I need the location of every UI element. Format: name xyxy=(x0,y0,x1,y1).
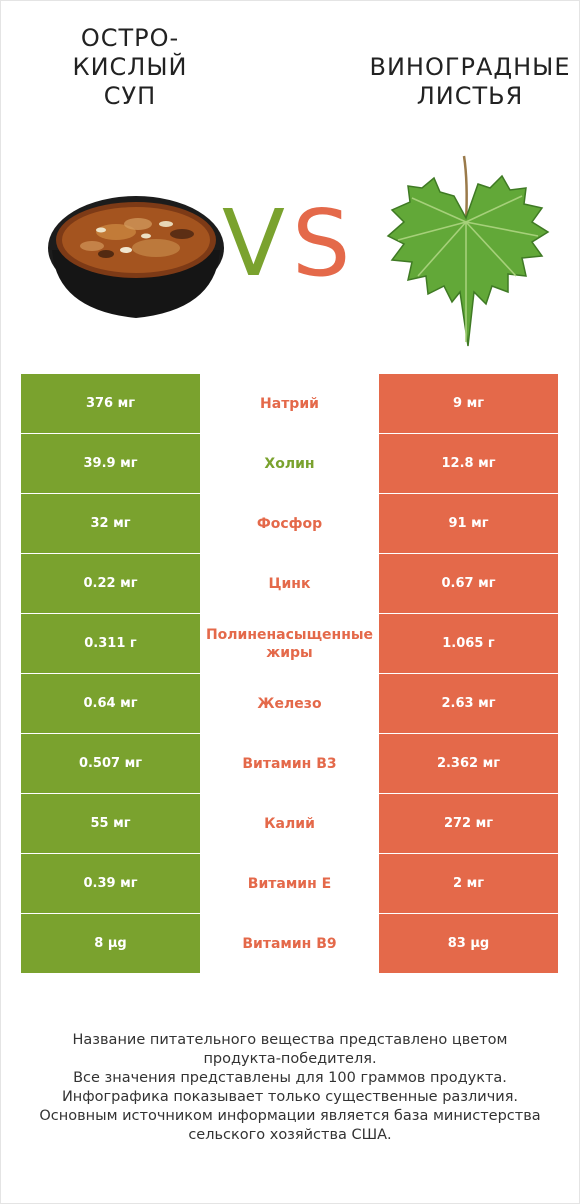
left-value: 39.9 мг xyxy=(21,434,200,493)
nutrient-label: Витамин B9 xyxy=(200,914,379,973)
table-row: 8 µg Витамин B9 83 µg xyxy=(21,914,558,973)
left-value: 0.507 мг xyxy=(21,734,200,793)
left-value: 55 мг xyxy=(21,794,200,853)
left-value: 0.64 мг xyxy=(21,674,200,733)
comparison-table: 376 мг Натрий 9 мг 39.9 мг Холин 12.8 мг… xyxy=(21,374,558,974)
left-value: 0.39 мг xyxy=(21,854,200,913)
right-product-title: ВИНОГРАДНЫЕ ЛИСТЬЯ xyxy=(369,53,571,110)
left-value: 0.22 мг xyxy=(21,554,200,613)
right-value: 2.362 мг xyxy=(379,734,558,793)
table-row: 0.39 мг Витамин E 2 мг xyxy=(21,854,558,913)
table-row: 55 мг Калий 272 мг xyxy=(21,794,558,853)
nutrient-label: Натрий xyxy=(200,374,379,433)
table-row: 376 мг Натрий 9 мг xyxy=(21,374,558,433)
right-value: 0.67 мг xyxy=(379,554,558,613)
nutrient-label: Полиненасыщенные жиры xyxy=(200,614,379,673)
vs-v-letter: V xyxy=(222,190,285,297)
nutrient-label: Цинк xyxy=(200,554,379,613)
left-product-title: ОСТРО- КИСЛЫЙ СУП xyxy=(72,24,188,110)
nutrient-label: Калий xyxy=(200,794,379,853)
left-value: 0.311 г xyxy=(21,614,200,673)
left-value: 32 мг xyxy=(21,494,200,553)
nutrient-label: Витамин E xyxy=(200,854,379,913)
right-value: 2 мг xyxy=(379,854,558,913)
table-row: 32 мг Фосфор 91 мг xyxy=(21,494,558,553)
nutrient-label: Фосфор xyxy=(200,494,379,553)
right-value: 9 мг xyxy=(379,374,558,433)
nutrient-label: Холин xyxy=(200,434,379,493)
left-value: 376 мг xyxy=(21,374,200,433)
right-value: 2.63 мг xyxy=(379,674,558,733)
right-value: 12.8 мг xyxy=(379,434,558,493)
table-row: 0.507 мг Витамин B3 2.362 мг xyxy=(21,734,558,793)
footnote: Название питательного вещества представл… xyxy=(39,1032,541,1143)
table-row: 39.9 мг Холин 12.8 мг xyxy=(21,434,558,493)
nutrient-label: Железо xyxy=(200,674,379,733)
table-row: 0.311 г Полиненасыщенные жиры 1.065 г xyxy=(21,614,558,673)
right-value: 91 мг xyxy=(379,494,558,553)
grape-leaf-image xyxy=(386,155,550,347)
table-row: 0.64 мг Железо 2.63 мг xyxy=(21,674,558,733)
nutrient-label: Витамин B3 xyxy=(200,734,379,793)
right-value: 83 µg xyxy=(379,914,558,973)
table-row: 0.22 мг Цинк 0.67 мг xyxy=(21,554,558,613)
right-value: 272 мг xyxy=(379,794,558,853)
right-value: 1.065 г xyxy=(379,614,558,673)
left-value: 8 µg xyxy=(21,914,200,973)
vs-s-letter: S xyxy=(292,190,351,297)
hot-and-sour-soup-image xyxy=(48,196,224,318)
